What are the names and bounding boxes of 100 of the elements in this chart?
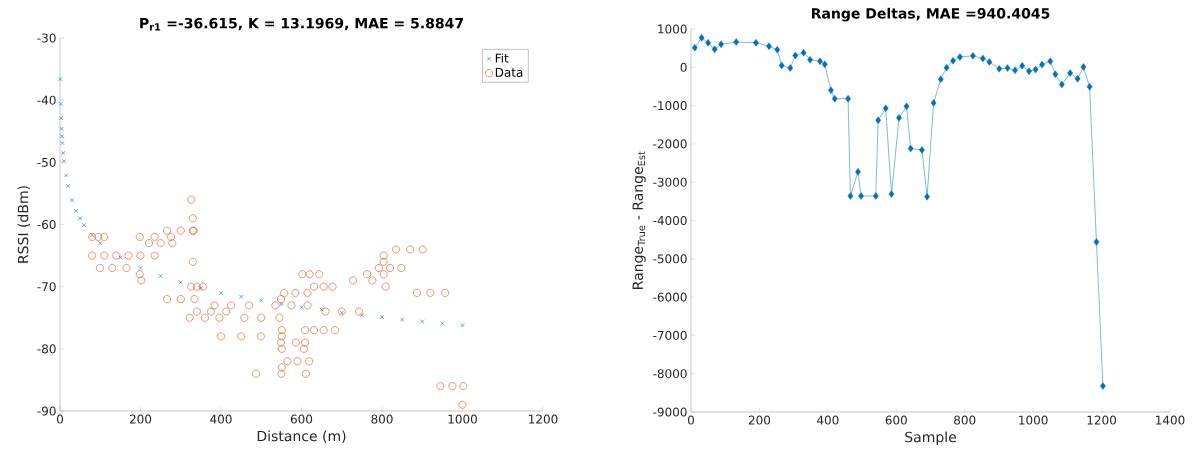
y-tick-label: -6000 (653, 292, 687, 302)
x-tick-label: 200 (129, 414, 152, 424)
y-tick-label: -40 (37, 95, 56, 105)
y-tick-label: -50 (37, 157, 56, 167)
point (787, 64, 794, 72)
point (698, 34, 705, 42)
y-tick-label: -90 (37, 406, 56, 416)
point (59, 126, 64, 131)
point (1019, 62, 1026, 70)
point (930, 99, 937, 107)
x-tick-label: 1000 (448, 414, 477, 424)
x-tick-label: 600 (885, 415, 907, 425)
point (399, 317, 405, 322)
x-axis-title: Distance (m) (257, 430, 346, 443)
x-tick-label: 1000 (1019, 415, 1048, 425)
point (907, 144, 914, 153)
point (996, 65, 1003, 73)
x-tick-label: 400 (816, 415, 839, 425)
point (440, 321, 445, 326)
point (924, 193, 930, 201)
y-tick-label: -9000 (653, 407, 687, 417)
point (379, 314, 385, 320)
y-tick-label: -60 (37, 219, 56, 230)
point (58, 76, 63, 82)
point (63, 173, 69, 178)
point (82, 222, 87, 228)
point (950, 57, 956, 65)
point (218, 290, 224, 296)
point (1052, 70, 1059, 78)
y-tick-label: -30 (37, 33, 56, 43)
point (691, 44, 698, 52)
y-axis-title: RSSI (dBm) (17, 186, 31, 263)
point (847, 192, 854, 200)
point (1047, 57, 1054, 65)
point (896, 114, 902, 122)
point (1080, 63, 1087, 71)
point (957, 53, 963, 61)
point (98, 241, 103, 246)
point (828, 86, 834, 94)
point (59, 134, 65, 139)
point (1086, 83, 1093, 91)
point (1026, 67, 1032, 75)
point (73, 208, 79, 213)
point (1074, 75, 1081, 83)
x-tick-label: 800 (954, 415, 976, 425)
point (882, 104, 889, 112)
point (800, 49, 807, 57)
point (77, 216, 83, 221)
x-tick-label: 600 (290, 414, 313, 424)
point (845, 95, 851, 103)
y-tick-label: -80 (37, 344, 56, 354)
point (766, 42, 772, 50)
point (61, 150, 66, 156)
point (178, 280, 183, 285)
point (831, 95, 838, 103)
point (903, 102, 910, 111)
point (753, 39, 759, 47)
point (1100, 382, 1106, 390)
point (875, 116, 881, 124)
point (69, 198, 75, 203)
y-tick-label: 1000 (658, 24, 687, 34)
x-tick-label: 0 (687, 415, 695, 425)
point (872, 192, 879, 200)
y-tick-label: -2000 (653, 139, 687, 149)
y-tick-label: -3000 (653, 177, 687, 187)
legend-label: Fit (495, 53, 509, 63)
y-tick-label: 0 (680, 62, 687, 72)
y-tick-label: -4000 (653, 215, 687, 226)
point (60, 140, 65, 146)
point (138, 265, 143, 271)
point (855, 168, 861, 176)
point (299, 305, 304, 310)
point (711, 45, 718, 53)
point (259, 298, 264, 303)
x-tick-label: 200 (748, 415, 771, 425)
point (821, 60, 828, 68)
point (59, 116, 64, 121)
x-tick-label: 400 (210, 414, 232, 424)
y-tick-label: -70 (37, 282, 56, 292)
point (888, 190, 895, 198)
point (858, 192, 864, 200)
point (817, 57, 823, 65)
point (460, 323, 465, 328)
point (970, 52, 976, 60)
point (733, 38, 739, 46)
point (420, 319, 425, 324)
x-tick-label: 1400 (1156, 415, 1185, 425)
point (705, 39, 711, 47)
y-axis-title: Range$_{True}$ - Range$_{Est}$ (632, 151, 646, 289)
point (986, 58, 993, 66)
point (919, 146, 925, 154)
point (1032, 65, 1039, 74)
point (943, 63, 950, 72)
point (778, 61, 785, 70)
chart-title: P$_{r1}$ =-36.615, K = 13.1969, MAE = 5.8847 (140, 17, 464, 31)
point (774, 45, 781, 54)
point (65, 183, 71, 189)
point (58, 101, 63, 107)
point (61, 158, 67, 164)
point (1067, 69, 1073, 77)
